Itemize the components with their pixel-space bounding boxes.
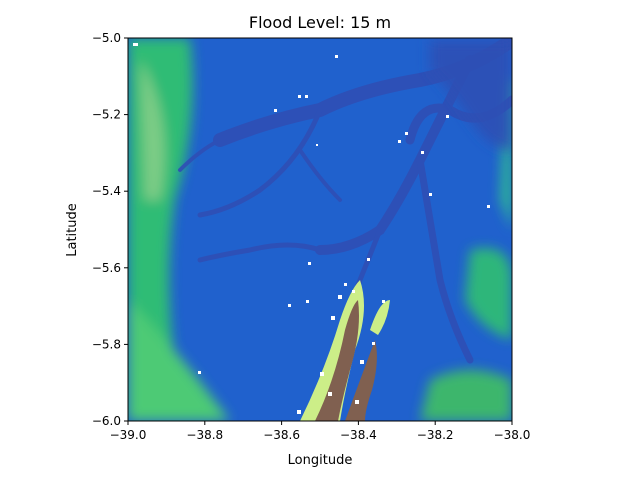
southern-ridge — [297, 280, 390, 421]
axes-frame — [127, 37, 513, 422]
chart-title: Flood Level: 15 m — [249, 13, 391, 32]
y-tick-label: −5.8 — [92, 337, 121, 351]
y-axis-label: Latitude — [65, 203, 80, 257]
x-tick-label: −38.0 — [494, 428, 531, 442]
y-tick-label: −5.0 — [92, 31, 121, 45]
western-highlands — [128, 38, 230, 421]
y-tick-label: −5.2 — [92, 108, 121, 122]
map-image — [128, 38, 512, 421]
x-tick-label: −38.8 — [186, 428, 223, 442]
x-axis: −39.0 −38.8 −38.6 −38.4 −38.2 −38.0 — [110, 421, 531, 442]
nodata-pixels — [133, 43, 490, 374]
flooded-core — [430, 40, 512, 150]
x-tick-label: −38.4 — [340, 428, 377, 442]
y-tick-label: −5.4 — [92, 184, 121, 198]
x-tick-label: −38.6 — [263, 428, 300, 442]
x-axis-label: Longitude — [288, 453, 353, 468]
y-tick-label: −5.6 — [92, 261, 121, 275]
y-tick-label: −6.0 — [92, 414, 121, 428]
x-tick-label: −38.2 — [417, 428, 454, 442]
peak-snow — [297, 283, 385, 414]
x-tick-label: −39.0 — [110, 428, 147, 442]
y-axis: −5.0 −5.2 −5.4 −5.6 −5.8 −6.0 — [92, 31, 128, 428]
